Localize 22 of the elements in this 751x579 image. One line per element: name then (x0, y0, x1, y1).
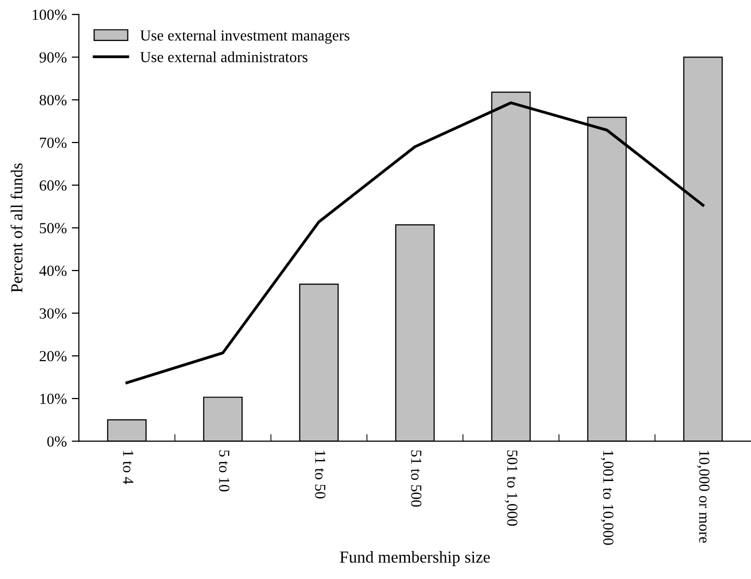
y-tick-label: 40% (39, 266, 67, 276)
x-tick-label: 10,000 or more (696, 450, 710, 543)
x-tick-label: 5 to 10 (219, 450, 230, 492)
y-tick-label: 50% (40, 222, 67, 234)
y-tick-label: 20% (40, 350, 67, 362)
x-tick-label: 11 to 50 (315, 450, 326, 498)
x-tick-label: 51 to 500 (411, 450, 422, 507)
y-tick-label: 30% (40, 308, 67, 319)
x-axis-title: Fund membership size (340, 551, 490, 566)
y-tick-label: 0% (47, 436, 67, 447)
y-axis-title: Percent of all funds (10, 163, 22, 292)
y-tick-label: 60% (40, 180, 67, 191)
x-tick-label: 501 to 1,000 (504, 450, 518, 526)
y-tick-label: 90% (40, 52, 67, 63)
y-tick-label: 80% (40, 94, 67, 106)
x-tick-label: 1 to 4 (123, 450, 134, 484)
y-tick-label: 70% (40, 138, 67, 148)
legend-label: Use external administrators (140, 51, 308, 62)
y-tick-label: 100% (32, 10, 67, 20)
x-tick-label: 1,001 to 10,000 (600, 450, 614, 545)
y-tick-label: 10% (40, 394, 67, 404)
legend-label: Use external investment managers (140, 30, 350, 44)
